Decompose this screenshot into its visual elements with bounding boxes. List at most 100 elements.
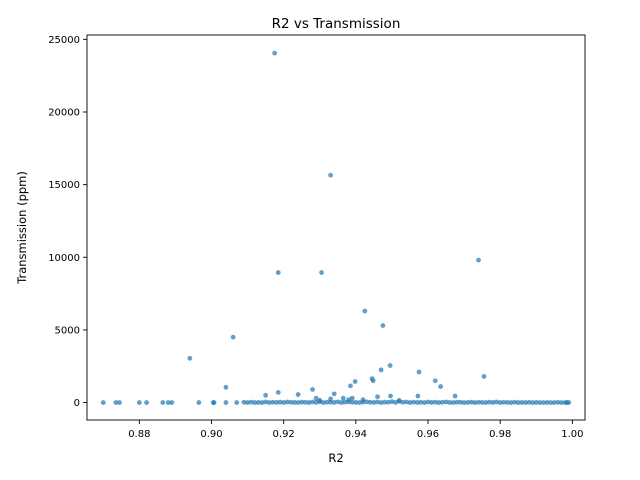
y-tick-label: 5000	[55, 325, 80, 336]
y-tick-label: 10000	[48, 253, 80, 264]
scatter-point	[306, 400, 312, 405]
scatter-point	[352, 379, 358, 384]
scatter-point	[526, 399, 532, 405]
scatter-point	[533, 400, 539, 405]
scatter-point	[263, 392, 269, 398]
scatter-point	[165, 400, 171, 405]
scatter-point	[117, 400, 122, 405]
scatter-point	[357, 400, 362, 405]
scatter-point	[438, 384, 444, 389]
scatter-point	[548, 400, 554, 405]
scatter-point	[234, 400, 240, 405]
scatter-point	[275, 270, 281, 275]
scatter-point	[447, 400, 453, 405]
scatter-point	[422, 400, 427, 405]
scatter-point	[378, 367, 384, 373]
scatter-point	[302, 399, 308, 405]
scatter-point	[519, 400, 525, 405]
scatter-point	[523, 400, 528, 405]
x-tick-label: 0.96	[417, 429, 439, 440]
chart-title: R2 vs Transmission	[272, 16, 401, 32]
scatter-point	[537, 400, 543, 405]
scatter-point	[272, 50, 278, 56]
scatter-point	[313, 400, 319, 405]
scatter-point	[486, 399, 492, 405]
scatter-point	[479, 400, 485, 405]
scatter-point	[450, 400, 456, 405]
scatter-point	[512, 399, 518, 405]
scatter-point	[328, 172, 333, 178]
y-tick-label: 0	[74, 398, 80, 409]
scatter-point	[277, 399, 283, 405]
scatter-point	[248, 399, 254, 405]
scatter-point	[458, 399, 463, 405]
scatter-point	[274, 400, 279, 405]
scatter-point	[505, 400, 510, 405]
scatter-point	[256, 400, 261, 405]
scatter-point	[393, 400, 398, 405]
scatter-point	[389, 399, 395, 405]
scatter-point	[380, 323, 386, 328]
scatter-point	[378, 400, 384, 405]
x-tick-label: 0.92	[273, 429, 295, 440]
x-tick-label: 0.98	[489, 429, 511, 440]
scatter-point	[211, 400, 217, 405]
scatter-point	[476, 399, 481, 405]
scatter-point	[490, 400, 496, 405]
scatter-point	[259, 400, 265, 405]
scatter-point	[400, 399, 406, 405]
scatter-point	[440, 399, 445, 405]
scatter-point	[281, 400, 287, 405]
scatter-point	[187, 355, 193, 361]
scatter-point	[362, 308, 368, 314]
points-layer	[100, 50, 572, 405]
scatter-point	[364, 399, 370, 405]
scatter-point	[349, 399, 355, 405]
scatter-point	[501, 399, 507, 405]
scatter-point	[113, 400, 119, 405]
scatter-point	[382, 399, 388, 405]
scatter-point	[340, 395, 346, 401]
y-tick-label: 15000	[48, 180, 80, 191]
scatter-point	[541, 400, 546, 405]
scatter-point	[349, 395, 355, 401]
scatter-point	[100, 400, 106, 405]
scatter-point	[348, 383, 353, 389]
scatter-point	[443, 399, 449, 405]
scatter-point	[396, 399, 402, 404]
scatter-point	[418, 399, 424, 405]
scatter-point	[266, 400, 272, 405]
scatter-point	[144, 400, 149, 405]
scatter-point	[339, 400, 344, 405]
scatter-point	[288, 399, 294, 405]
y-tick-label: 25000	[48, 35, 80, 46]
scatter-point	[252, 400, 258, 405]
scatter-point	[530, 400, 536, 405]
scatter-point	[335, 399, 341, 405]
scatter-point	[476, 257, 481, 263]
scatter-point	[429, 400, 435, 405]
scatter-point	[388, 393, 393, 399]
x-axis: 0.88 0.90 0.92 0.94 0.96 0.98 1.00	[128, 420, 584, 440]
scatter-point	[230, 334, 236, 340]
scatter-point	[320, 400, 326, 405]
scatter-point	[375, 394, 380, 400]
x-tick-label: 0.90	[200, 429, 222, 440]
scatter-point	[136, 400, 142, 405]
scatter-point	[299, 399, 305, 405]
scatter-point	[169, 400, 175, 405]
scatter-point	[241, 399, 247, 405]
scatter-point	[432, 399, 438, 405]
scatter-point	[454, 399, 460, 405]
scatter-point	[367, 399, 373, 405]
scatter-point	[407, 400, 413, 405]
plot-frame	[86, 34, 586, 421]
scatter-point	[331, 391, 337, 397]
scatter-point	[508, 400, 514, 405]
scatter-point	[196, 400, 202, 405]
scatter-point	[555, 399, 561, 405]
scatter-point	[360, 399, 366, 405]
scatter-point	[375, 399, 380, 405]
scatter-point	[245, 400, 250, 405]
